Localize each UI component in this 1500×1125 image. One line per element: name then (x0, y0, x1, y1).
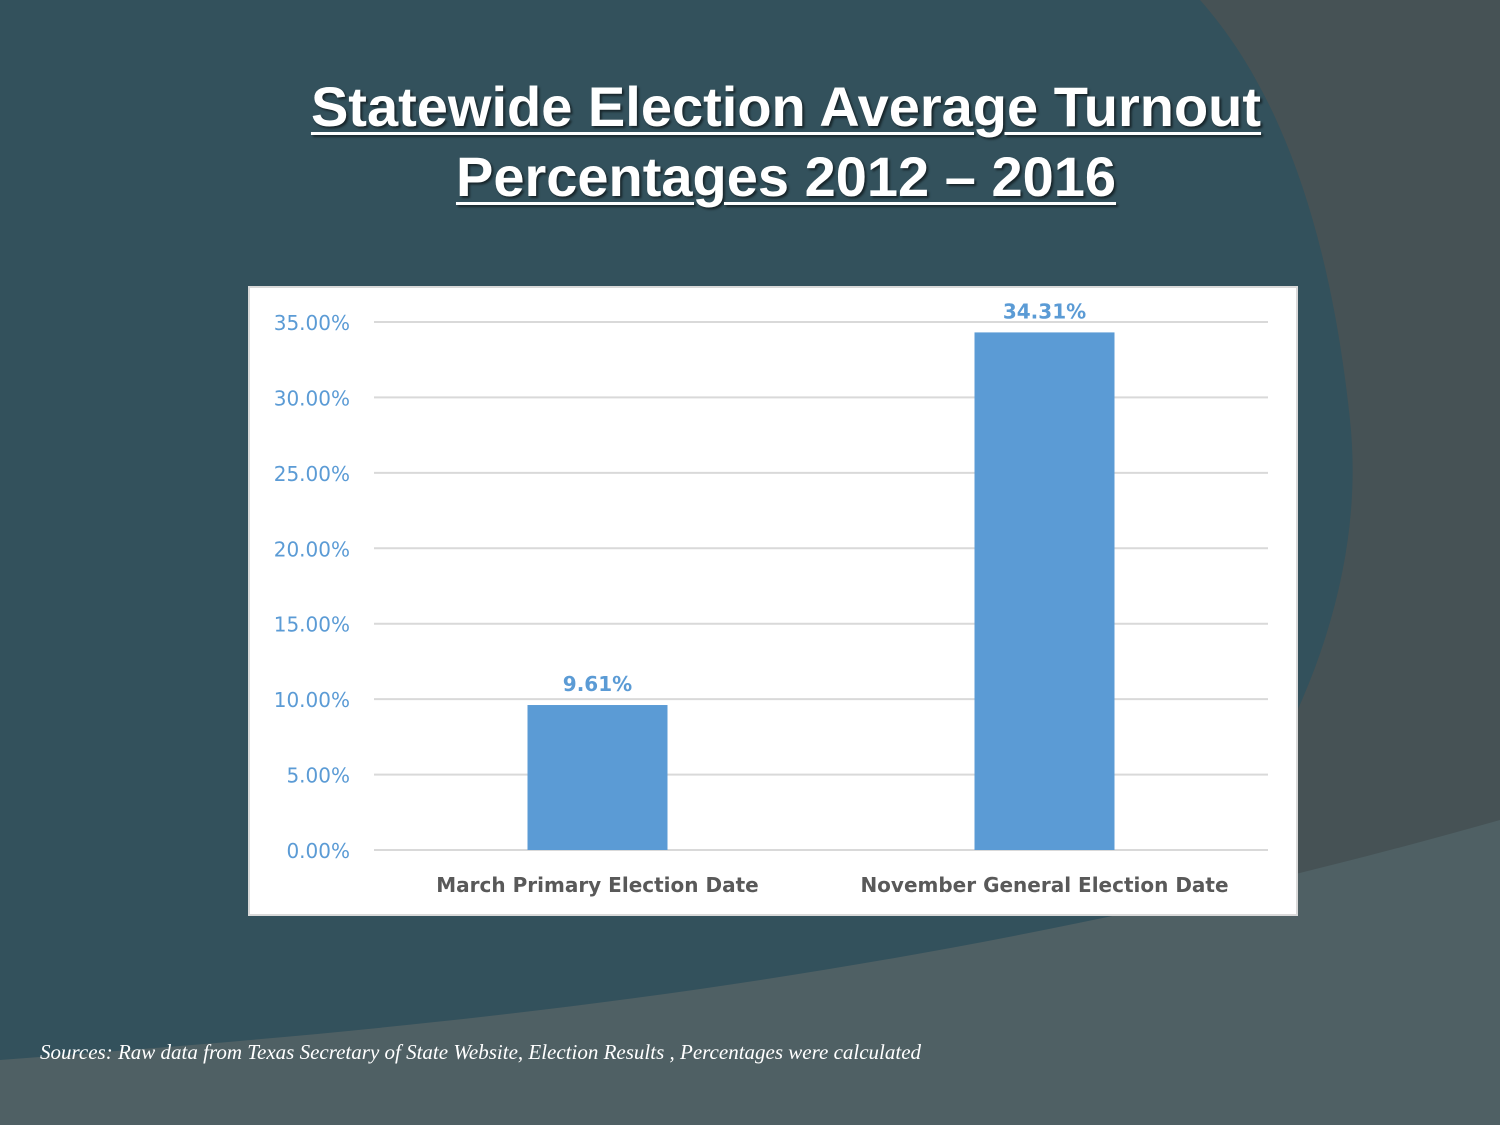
slide-title: Statewide Election Average Turnout Perce… (200, 72, 1372, 212)
background-arc-shape (900, 0, 1500, 1125)
y-tick-label: 0.00% (286, 839, 350, 863)
chart-panel: 0.00% 5.00% 10.00% 15.00% 20.00% 25.00% 30.00%… (248, 286, 1298, 916)
category-label: November General Election Date (860, 873, 1228, 897)
y-tick-label: 15.00% (274, 613, 350, 637)
y-tick-label: 10.00% (274, 688, 350, 712)
background-lower-band (0, 820, 1500, 1125)
y-tick-label: 25.00% (274, 462, 350, 486)
slide-title-line-1: Statewide Election Average Turnout (310, 75, 1262, 138)
data-label: 34.31% (1003, 299, 1086, 323)
source-note: Sources: Raw data from Texas Secretary o… (40, 1040, 922, 1064)
data-label: 9.61% (563, 672, 632, 696)
bar (527, 705, 668, 850)
slide-title-line-2: Percentages 2012 – 2016 (455, 145, 1117, 208)
y-tick-label: 5.00% (286, 764, 350, 788)
bar (974, 332, 1115, 850)
y-tick-label: 35.00% (274, 311, 350, 335)
y-tick-label: 20.00% (274, 537, 350, 561)
bar-chart: 0.00% 5.00% 10.00% 15.00% 20.00% 25.00% 30.00%… (274, 299, 1268, 897)
y-tick-label: 30.00% (274, 386, 350, 410)
category-label: March Primary Election Date (436, 873, 758, 897)
